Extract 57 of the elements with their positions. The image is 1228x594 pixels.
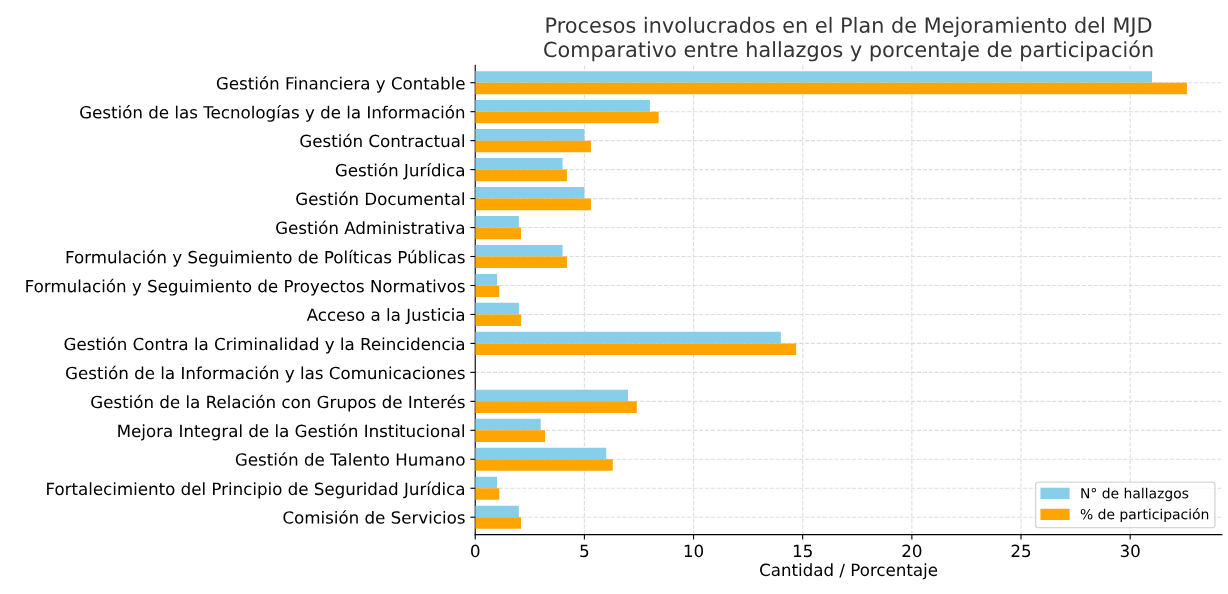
x-tick-label: 0 [471,544,480,558]
bar [475,517,522,529]
bar [475,459,613,471]
bar [475,158,563,170]
legend-label: % de participación [1080,508,1209,523]
y-tick-label: Acceso a la Justicia [306,308,464,325]
bar [475,314,522,327]
x-tick-label: 30 [1120,544,1140,558]
y-tick-label: Gestión Jurídica [335,162,464,180]
bar [475,331,781,344]
bar [475,129,585,141]
x-tick-label: 5 [580,544,589,558]
y-tick-label: Gestión Contractual [300,133,464,148]
bar [475,343,797,356]
y-tick-label: Gestión de la Relación con Grupos de Interés [91,394,465,412]
bar [475,488,500,500]
x-tick-label: 10 [684,544,704,558]
y-tick-label: Gestión de la Información y las Comunicaciones [66,365,465,383]
y-tick-label: Gestión de Talento Humano [235,452,465,466]
x-tick-label: 25 [1011,544,1031,558]
bar [475,100,650,112]
bar [475,82,1187,95]
x-axis-title: Cantidad / Porcentaje [760,563,938,580]
bar [475,198,591,211]
y-tick-label: Gestión Contra la Criminalidad y la Reincidencia [64,336,464,354]
y-tick-label: Gestión Administrativa [276,220,465,235]
bar [475,215,519,228]
bar [475,140,591,153]
bar [475,256,567,269]
bar [475,430,546,442]
bar [475,273,498,286]
bar [475,476,498,489]
bar [475,418,541,431]
bar [475,447,607,460]
bar [475,302,519,315]
bar [475,111,659,124]
y-tick-label: Mejora Integral de la Gestión Institucional [118,423,464,441]
legend-label: N° de hallazgos [1081,487,1189,502]
bar [475,169,567,182]
y-tick-label: Comisión de Servicios [283,510,465,524]
y-tick-label: Gestión Financiera y Contable [216,76,465,93]
bar [475,389,629,402]
x-tick-label: 20 [902,544,922,558]
y-tick-label: Formulación y Seguimiento de Políticas Públicas [66,249,465,267]
bar [475,285,500,298]
bar [475,505,519,518]
y-tick-label: Gestión de las Tecnologías y de la Información [80,105,465,122]
bar [475,187,585,199]
bar [475,401,637,413]
y-tick-label: Fortalecimiento del Principio de Seguridad Jurídica [47,481,464,499]
y-tick-label: Formulación y Seguimiento de Proyectos Normativos [26,278,465,296]
bar [475,244,563,257]
y-tick-label: Gestión Documental [296,191,464,206]
bar [475,227,522,240]
chart-title: Procesos involucrados en el Plan de Mejoramiento del MJD Comparativo entre hallazgos y porcentaje de participación [544,16,1153,62]
x-tick-label: 15 [793,544,812,558]
bar [475,71,1152,83]
